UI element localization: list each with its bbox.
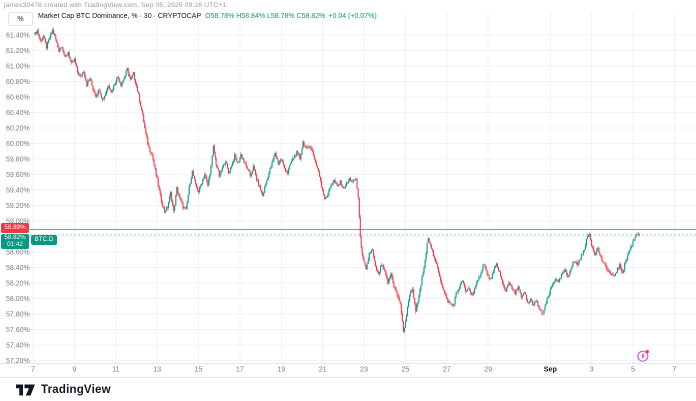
time-tick-label: 29 [484, 365, 492, 374]
price-scale[interactable]: 61.40% 61.20% 61.00% 60.80% 60.60% 60.40% 60.2… [6, 32, 30, 365]
time-scale[interactable]: 7 9 11 13 15 17 19 21 23 25 27 29 Sep 3 5 7 [31, 365, 676, 374]
last-price-value: 58.82% [4, 233, 26, 241]
price-tick-label: 59.80% [6, 156, 30, 163]
time-tick-label: 3 [590, 365, 594, 374]
price-tick-label: 59.40% [6, 187, 30, 194]
price-tick-label: 57.60% [6, 327, 30, 334]
price-tick-label: 58.20% [6, 280, 30, 287]
bar-countdown: 01:42 [7, 241, 23, 248]
time-tick-label: 7 [672, 365, 676, 374]
time-tick-label: 11 [112, 365, 119, 374]
price-tick-label: 59.00% [6, 218, 30, 225]
time-tick-label: 19 [277, 365, 285, 374]
time-tick-label: 17 [236, 365, 244, 374]
time-tick-label: 5 [631, 365, 635, 374]
price-tick-label: 60.20% [6, 125, 30, 132]
time-tick-label: 7 [31, 365, 35, 374]
ohlc-values: O58.78% H58.84% L58.78% C58.82% [205, 13, 326, 20]
price-tick-label: 60.60% [6, 94, 30, 101]
price-tick-label: 57.20% [6, 358, 30, 365]
time-tick-label: 27 [443, 365, 451, 374]
price-tick-label: 57.40% [6, 342, 30, 349]
footer-bar: TradingView [0, 377, 696, 401]
time-tick-label: 15 [195, 365, 203, 374]
symbol-title[interactable]: Market Cap BTC Dominance, % · 30 · CRYPT… [38, 13, 202, 20]
price-tick-label: 58.40% [6, 265, 30, 272]
price-tick-label: 57.80% [6, 311, 30, 318]
price-tick-label: 61.00% [6, 63, 30, 70]
time-tick-label: 13 [153, 365, 161, 374]
price-tick-label: 61.20% [6, 48, 30, 55]
time-tick-label: 25 [401, 365, 409, 374]
last-price-badge[interactable]: 58.82% 01:42 [1, 233, 29, 249]
time-tick-label: 9 [72, 365, 76, 374]
price-tick-label: 61.40% [6, 32, 30, 39]
time-tick-label: 23 [360, 365, 368, 374]
time-tick-label: Sep [544, 365, 558, 374]
change-value: +0.04 (+0.07%) [328, 13, 377, 20]
alert-price-badge[interactable]: 58.89% [1, 223, 29, 233]
price-tick-label: 60.40% [6, 110, 30, 117]
event-marker-icon[interactable] [636, 349, 650, 363]
chart-legend: Market Cap BTC Dominance, % · 30 · CRYPT… [38, 13, 377, 20]
price-tick-label: 59.60% [6, 172, 30, 179]
tradingview-logo-icon[interactable] [16, 384, 35, 396]
symbol-badge[interactable]: BTC.D [31, 234, 57, 245]
alert-price-value: 58.89% [4, 224, 26, 232]
attribution-text: james30478 created with TradingView.com,… [4, 2, 227, 9]
price-tick-label: 58.60% [6, 249, 30, 256]
candles-down [35, 27, 640, 333]
grid-lines [30, 12, 696, 363]
price-tick-label: 58.00% [6, 296, 30, 303]
candles-up [34, 27, 638, 334]
tradingview-logo-text[interactable]: TradingView [41, 383, 111, 396]
price-tick-label: 60.80% [6, 79, 30, 86]
price-tick-label: 59.20% [6, 203, 30, 210]
price-scale-unit-button[interactable]: % [8, 12, 33, 26]
time-tick-label: 21 [319, 365, 327, 374]
price-tick-label: 60.00% [6, 141, 30, 148]
